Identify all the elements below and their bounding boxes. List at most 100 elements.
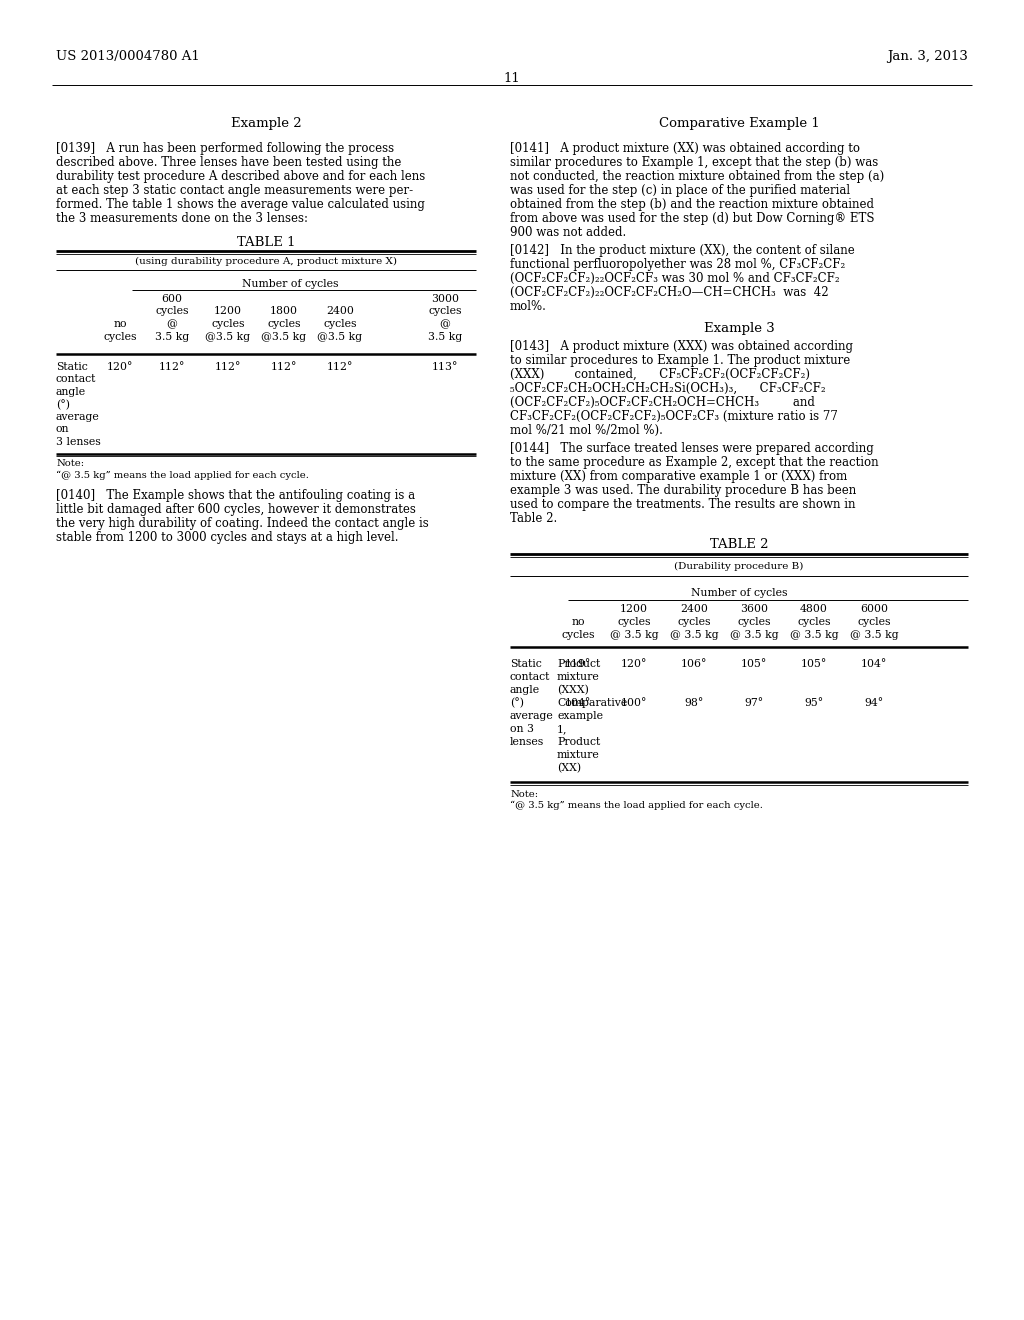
Text: 113°: 113° <box>432 362 458 372</box>
Text: the very high durability of coating. Indeed the contact angle is: the very high durability of coating. Ind… <box>56 516 429 529</box>
Text: mixture: mixture <box>557 750 600 760</box>
Text: angle: angle <box>56 387 86 397</box>
Text: (°): (°) <box>56 400 70 411</box>
Text: mol %/21 mol %/2mol %).: mol %/21 mol %/2mol %). <box>510 424 663 437</box>
Text: mol%.: mol%. <box>510 300 547 313</box>
Text: to similar procedures to Example 1. The product mixture: to similar procedures to Example 1. The … <box>510 354 850 367</box>
Text: @3.5 kg: @3.5 kg <box>317 331 362 342</box>
Text: functional perfluoropolyether was 28 mol %, CF₃CF₂CF₂: functional perfluoropolyether was 28 mol… <box>510 257 845 271</box>
Text: @3.5 kg: @3.5 kg <box>261 331 306 342</box>
Text: 112°: 112° <box>215 362 242 372</box>
Text: not conducted, the reaction mixture obtained from the step (a): not conducted, the reaction mixture obta… <box>510 170 885 183</box>
Text: @: @ <box>167 319 177 329</box>
Text: @ 3.5 kg: @ 3.5 kg <box>670 630 718 640</box>
Text: 97°: 97° <box>744 698 764 708</box>
Text: (°): (°) <box>510 698 524 709</box>
Text: @: @ <box>439 319 451 329</box>
Text: Note:: Note: <box>510 789 539 799</box>
Text: 1800: 1800 <box>270 306 298 317</box>
Text: described above. Three lenses have been tested using the: described above. Three lenses have been … <box>56 156 401 169</box>
Text: 4800: 4800 <box>800 605 828 614</box>
Text: 11: 11 <box>504 73 520 84</box>
Text: @ 3.5 kg: @ 3.5 kg <box>609 630 658 640</box>
Text: formed. The table 1 shows the average value calculated using: formed. The table 1 shows the average va… <box>56 198 425 211</box>
Text: from above was used for the step (d) but Dow Corning® ETS: from above was used for the step (d) but… <box>510 213 874 224</box>
Text: cycles: cycles <box>677 616 711 627</box>
Text: Product: Product <box>557 659 600 669</box>
Text: 120°: 120° <box>106 362 133 372</box>
Text: (using durability procedure A, product mixture X): (using durability procedure A, product m… <box>135 257 397 267</box>
Text: 120°: 120° <box>621 659 647 669</box>
Text: cycles: cycles <box>103 331 137 342</box>
Text: 6000: 6000 <box>860 605 888 614</box>
Text: 112°: 112° <box>327 362 353 372</box>
Text: @ 3.5 kg: @ 3.5 kg <box>790 630 839 640</box>
Text: 100°: 100° <box>621 698 647 708</box>
Text: (OCF₂CF₂CF₂)₂₂OCF₂CF₃ was 30 mol % and CF₃CF₂CF₂: (OCF₂CF₂CF₂)₂₂OCF₂CF₃ was 30 mol % and C… <box>510 272 840 285</box>
Text: 900 was not added.: 900 was not added. <box>510 226 627 239</box>
Text: average: average <box>510 711 554 721</box>
Text: on 3: on 3 <box>510 723 534 734</box>
Text: cycles: cycles <box>737 616 771 627</box>
Text: @ 3.5 kg: @ 3.5 kg <box>730 630 778 640</box>
Text: cycles: cycles <box>561 630 595 640</box>
Text: (OCF₂CF₂CF₂)₂₂OCF₂CF₂CH₂O—CH=CHCH₃  was  42: (OCF₂CF₂CF₂)₂₂OCF₂CF₂CH₂O—CH=CHCH₃ was 4… <box>510 286 828 300</box>
Text: at each step 3 static contact angle measurements were per-: at each step 3 static contact angle meas… <box>56 183 413 197</box>
Text: Comparative: Comparative <box>557 698 628 708</box>
Text: 104°: 104° <box>565 698 591 708</box>
Text: no: no <box>114 319 127 329</box>
Text: 600: 600 <box>162 294 182 304</box>
Text: cycles: cycles <box>156 306 188 317</box>
Text: 1200: 1200 <box>214 306 242 317</box>
Text: 98°: 98° <box>684 698 703 708</box>
Text: @ 3.5 kg: @ 3.5 kg <box>850 630 898 640</box>
Text: Number of cycles: Number of cycles <box>691 587 787 598</box>
Text: @3.5 kg: @3.5 kg <box>206 331 251 342</box>
Text: was used for the step (c) in place of the purified material: was used for the step (c) in place of th… <box>510 183 850 197</box>
Text: 106°: 106° <box>681 659 708 669</box>
Text: 1,: 1, <box>557 723 567 734</box>
Text: cycles: cycles <box>324 319 356 329</box>
Text: 112°: 112° <box>270 362 297 372</box>
Text: example 3 was used. The durability procedure B has been: example 3 was used. The durability proce… <box>510 484 856 498</box>
Text: little bit damaged after 600 cycles, however it demonstrates: little bit damaged after 600 cycles, how… <box>56 503 416 516</box>
Text: 105°: 105° <box>801 659 827 669</box>
Text: 105°: 105° <box>741 659 767 669</box>
Text: “@ 3.5 kg” means the load applied for each cycle.: “@ 3.5 kg” means the load applied for ea… <box>56 470 309 480</box>
Text: cycles: cycles <box>267 319 301 329</box>
Text: Table 2.: Table 2. <box>510 512 557 525</box>
Text: average: average <box>56 412 99 422</box>
Text: (XXX): (XXX) <box>557 685 589 696</box>
Text: 3.5 kg: 3.5 kg <box>428 331 462 342</box>
Text: US 2013/0004780 A1: US 2013/0004780 A1 <box>56 50 200 63</box>
Text: obtained from the step (b) and the reaction mixture obtained: obtained from the step (b) and the react… <box>510 198 874 211</box>
Text: Product: Product <box>557 737 600 747</box>
Text: similar procedures to Example 1, except that the step (b) was: similar procedures to Example 1, except … <box>510 156 879 169</box>
Text: Static: Static <box>510 659 542 669</box>
Text: [0141]   A product mixture (XX) was obtained according to: [0141] A product mixture (XX) was obtain… <box>510 143 860 154</box>
Text: cycles: cycles <box>798 616 830 627</box>
Text: durability test procedure A described above and for each lens: durability test procedure A described ab… <box>56 170 425 183</box>
Text: Comparative Example 1: Comparative Example 1 <box>658 117 819 129</box>
Text: 3 lenses: 3 lenses <box>56 437 100 447</box>
Text: used to compare the treatments. The results are shown in: used to compare the treatments. The resu… <box>510 498 855 511</box>
Text: mixture (XX) from comparative example 1 or (XXX) from: mixture (XX) from comparative example 1 … <box>510 470 847 483</box>
Text: 2400: 2400 <box>680 605 708 614</box>
Text: Number of cycles: Number of cycles <box>242 279 338 289</box>
Text: Example 3: Example 3 <box>703 322 774 335</box>
Text: to the same procedure as Example 2, except that the reaction: to the same procedure as Example 2, exce… <box>510 455 879 469</box>
Text: 3000: 3000 <box>431 294 459 304</box>
Text: angle: angle <box>510 685 540 696</box>
Text: TABLE 1: TABLE 1 <box>237 236 295 249</box>
Text: 95°: 95° <box>805 698 823 708</box>
Text: 3.5 kg: 3.5 kg <box>155 331 189 342</box>
Text: lenses: lenses <box>510 737 544 747</box>
Text: no: no <box>571 616 585 627</box>
Text: (XX): (XX) <box>557 763 582 774</box>
Text: stable from 1200 to 3000 cycles and stays at a high level.: stable from 1200 to 3000 cycles and stay… <box>56 531 398 544</box>
Text: Static: Static <box>56 362 88 372</box>
Text: (Durability procedure B): (Durability procedure B) <box>675 562 804 572</box>
Text: CF₃CF₂CF₂(OCF₂CF₂CF₂)₅OCF₂CF₃ (mixture ratio is 77: CF₃CF₂CF₂(OCF₂CF₂CF₂)₅OCF₂CF₃ (mixture r… <box>510 411 838 422</box>
Text: contact: contact <box>56 375 96 384</box>
Text: example: example <box>557 711 603 721</box>
